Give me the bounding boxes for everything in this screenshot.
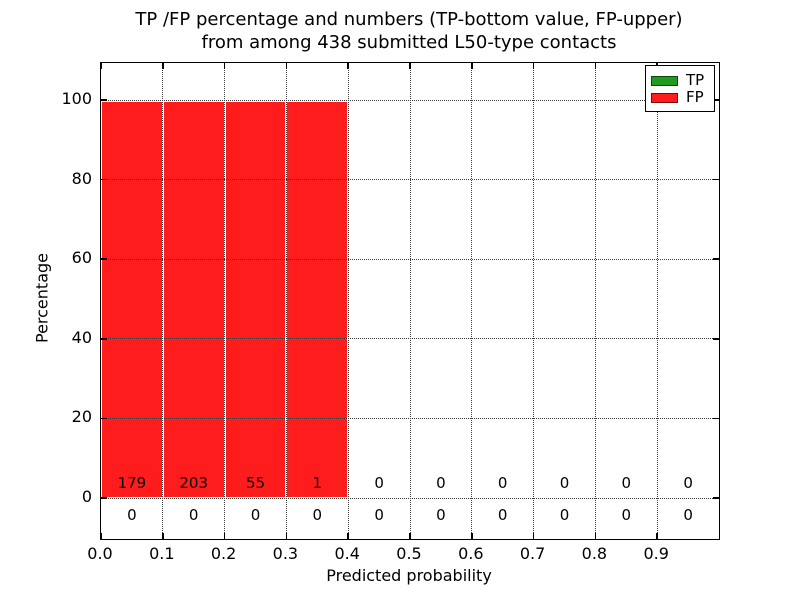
- x-tick-top: [471, 63, 473, 69]
- tp-count-7: 0: [559, 506, 570, 524]
- tp-count-2: 0: [250, 506, 261, 524]
- tp-count-9: 0: [683, 506, 693, 524]
- x-tick-bottom: [409, 533, 411, 539]
- x-tick-label-0.7: 0.7: [519, 544, 546, 563]
- x-tick-top: [100, 63, 102, 69]
- x-tick-label-0.2: 0.2: [210, 544, 237, 563]
- x-tick-label-0.5: 0.5: [396, 544, 422, 563]
- chart-title-line2: from among 438 submitted L50-type contac…: [201, 32, 617, 53]
- y-tick-right: [713, 99, 719, 101]
- gridline-x-0.7: [533, 63, 535, 539]
- legend-entry-tp: TP: [651, 73, 709, 88]
- y-tick-label-20: 20: [71, 407, 92, 427]
- x-tick-bottom: [347, 533, 349, 539]
- fp-count-5: 0: [436, 474, 446, 492]
- tp-count-1: 0: [188, 506, 199, 524]
- x-tick-label-0.0: 0.0: [87, 544, 113, 563]
- y-tick-right: [713, 417, 719, 420]
- x-tick-bottom: [285, 533, 288, 539]
- y-tick-left: [101, 178, 107, 181]
- y-tick-left: [101, 338, 107, 340]
- tp-count-5: 0: [436, 506, 446, 524]
- y-tick-left: [101, 497, 107, 499]
- x-tick-bottom: [100, 533, 102, 539]
- tp-count-8: 0: [621, 506, 632, 524]
- tp-count-0: 0: [127, 506, 137, 524]
- tp-count-6: 0: [497, 506, 508, 524]
- x-tick-label-0.8: 0.8: [581, 544, 608, 563]
- y-tick-left: [101, 258, 107, 260]
- fp-count-4: 0: [374, 474, 384, 492]
- tp-count-4: 0: [374, 506, 384, 524]
- ticks-layer: [100, 63, 719, 539]
- x-axis-label: Predicted probability: [326, 566, 492, 585]
- y-tick-label-80: 80: [71, 168, 92, 188]
- legend-label-fp: FP: [686, 88, 704, 106]
- fp-count-8: 0: [621, 474, 632, 492]
- x-tick-bottom: [656, 533, 658, 539]
- x-tick-top: [532, 63, 535, 69]
- x-tick-bottom: [162, 533, 164, 539]
- chart-title: TP /FP percentage and numbers (TP-bottom…: [100, 8, 718, 54]
- bar-value-annotations: 0 0 0 0 0 0 0 0 0 0 179 203 55 1 0 0 0 0 0 0: [101, 63, 719, 539]
- bar-fp-3: [287, 101, 348, 497]
- y-tick-left: [101, 99, 107, 101]
- y-tick-left: [101, 417, 107, 420]
- x-tick-label-0.1: 0.1: [149, 544, 175, 563]
- fp-count-3: 1: [312, 474, 323, 492]
- fp-count-2: 55: [245, 474, 266, 492]
- x-tick-bottom: [594, 533, 597, 539]
- x-tick-top: [409, 63, 411, 69]
- bars-layer: [101, 63, 719, 539]
- x-tick-bottom: [532, 533, 535, 539]
- bar-fp-1: [163, 101, 224, 497]
- y-tick-label-0: 0: [81, 487, 92, 506]
- gridline-x-0.4: [347, 63, 349, 539]
- x-tick-label-0.4: 0.4: [334, 544, 360, 563]
- y-tick-label-40: 40: [71, 327, 92, 347]
- y-tick-right: [713, 258, 719, 260]
- fp-count-0: 179: [117, 474, 147, 492]
- x-tick-top: [594, 63, 597, 69]
- x-tick-bottom: [223, 533, 226, 539]
- gridline-x-0.2: [224, 63, 226, 539]
- x-tick-top: [285, 63, 288, 69]
- gridline-x-0.8: [594, 63, 596, 539]
- fp-count-1: 203: [179, 474, 209, 492]
- fp-count-7: 0: [559, 474, 570, 492]
- x-tick-top: [223, 63, 226, 69]
- legend-swatch-fp: [651, 92, 678, 103]
- bar-fp-2: [225, 101, 286, 497]
- y-tick-right: [713, 178, 719, 181]
- x-tick-bottom: [471, 533, 473, 539]
- x-tick-label-0.6: 0.6: [458, 544, 484, 563]
- x-tick-label-0.3: 0.3: [272, 544, 299, 563]
- gridline-x-0.1: [162, 63, 164, 539]
- gridline-x-0.6: [471, 63, 473, 539]
- x-tick-top: [162, 63, 164, 69]
- gridline-x-0.3: [285, 63, 287, 539]
- legend: TP FP: [645, 65, 715, 112]
- tp-count-3: 0: [312, 506, 323, 524]
- y-tick-right: [713, 497, 719, 499]
- grid-layer: [101, 63, 719, 539]
- gridline-x-0.5: [409, 63, 411, 539]
- plot-area: 0 0 0 0 0 0 0 0 0 0 179 203 55 1 0 0 0 0 0 0 TP FP: [100, 62, 720, 540]
- y-tick-label-60: 60: [71, 248, 92, 268]
- y-tick-label-100: 100: [61, 89, 92, 108]
- x-tick-label-0.9: 0.9: [643, 544, 669, 563]
- legend-entry-fp: FP: [651, 90, 709, 105]
- fp-count-6: 0: [497, 474, 508, 492]
- chart-title-line1: TP /FP percentage and numbers (TP-bottom…: [135, 9, 683, 30]
- y-axis-label: Percentage: [32, 252, 52, 344]
- gridline-x-0.9: [656, 63, 658, 539]
- x-tick-top: [347, 63, 349, 69]
- fp-count-9: 0: [683, 474, 693, 492]
- legend-swatch-tp: [651, 75, 678, 86]
- legend-label-tp: TP: [686, 71, 705, 89]
- y-tick-right: [713, 338, 719, 340]
- bar-fp-0: [102, 101, 162, 497]
